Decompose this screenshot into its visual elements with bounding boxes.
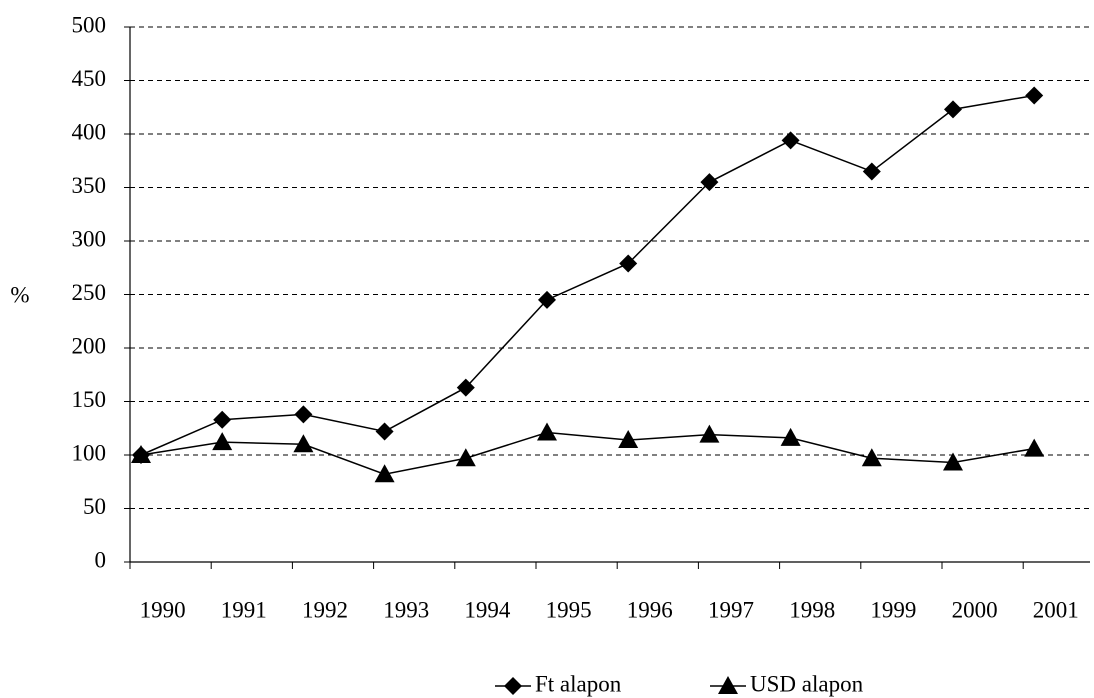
marker: [375, 422, 394, 441]
marker: [718, 676, 738, 694]
y-tick-label: 350: [72, 173, 107, 198]
marker: [455, 448, 476, 467]
x-tick-label: 1997: [708, 597, 754, 622]
x-tick-label: 1993: [383, 597, 429, 622]
y-tick-label: 500: [72, 12, 107, 37]
marker: [861, 448, 882, 467]
marker: [538, 290, 556, 309]
x-tick-label: 1994: [464, 597, 511, 622]
y-tick-label: 150: [72, 387, 107, 412]
y-tick-label: 200: [72, 333, 107, 358]
marker: [374, 464, 395, 483]
marker: [504, 677, 522, 695]
x-tick-label: 1990: [140, 597, 186, 622]
marker: [1025, 86, 1044, 105]
x-tick-label: 1998: [789, 597, 835, 622]
x-tick-label: 1992: [302, 597, 348, 622]
marker: [862, 162, 881, 181]
marker: [781, 131, 800, 150]
x-tick-label: 1991: [221, 597, 267, 622]
y-tick-label: 450: [72, 66, 107, 91]
marker: [618, 430, 639, 449]
x-tick-label: 1999: [870, 597, 916, 622]
y-tick-label: 50: [83, 494, 106, 519]
x-tick-label: 2001: [1033, 597, 1079, 622]
y-tick-label: 300: [72, 226, 107, 251]
marker: [456, 378, 475, 397]
marker: [780, 427, 801, 446]
legend-label: Ft alapon: [535, 671, 622, 696]
marker: [131, 445, 151, 463]
marker: [293, 434, 314, 453]
marker: [213, 410, 232, 429]
legend-label: USD alapon: [750, 671, 864, 696]
x-tick-label: 1996: [627, 597, 673, 622]
marker: [294, 405, 313, 424]
marker: [537, 422, 557, 441]
series-line: [140, 94, 1035, 456]
marker: [699, 424, 720, 443]
y-tick-label: 250: [72, 280, 107, 305]
marker: [943, 452, 963, 471]
marker: [700, 173, 719, 192]
x-tick-label: 1995: [546, 597, 592, 622]
y-tick-label: 100: [72, 440, 107, 465]
marker: [212, 432, 233, 451]
x-tick-label: 2000: [952, 597, 998, 622]
y-axis-label: %: [10, 282, 29, 307]
y-tick-label: 400: [72, 119, 107, 144]
marker: [619, 254, 638, 273]
marker: [944, 100, 962, 119]
series-line: [140, 431, 1035, 476]
y-tick-label: 0: [95, 547, 107, 572]
marker: [1024, 438, 1045, 457]
